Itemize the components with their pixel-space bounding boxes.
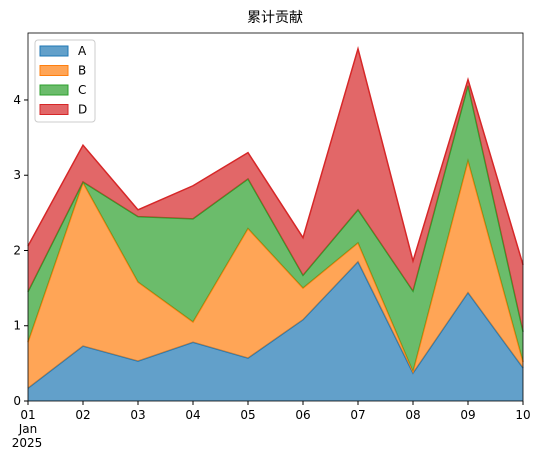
- plot-frame: [27, 32, 524, 402]
- legend-swatch: [39, 65, 69, 76]
- x-tick-label: 05: [240, 408, 255, 422]
- area-fill: [28, 48, 523, 332]
- x-month-label: Jan: [18, 422, 38, 436]
- y-tick-label: 1: [13, 319, 21, 333]
- area-line: [27, 45, 524, 266]
- chart-title: 累计贡献: [247, 10, 303, 26]
- x-tick-label: 08: [405, 408, 420, 422]
- y-tick-label: 3: [13, 168, 21, 182]
- y-tick-label: 2: [13, 243, 21, 257]
- legend-label: D: [78, 103, 87, 117]
- x-tick-label: 07: [350, 408, 365, 422]
- legend-swatch: [39, 104, 69, 115]
- x-tick-label: 03: [130, 408, 145, 422]
- x-tick-label: 04: [185, 408, 200, 422]
- x-tick-label: 10: [515, 408, 530, 422]
- legend-label: B: [78, 64, 86, 78]
- x-tick-label: 01: [20, 408, 35, 422]
- legend-swatch: [39, 84, 69, 96]
- legend-label: A: [78, 44, 87, 58]
- y-tick-label: 0: [13, 394, 21, 408]
- y-tick-label: 4: [13, 93, 21, 107]
- x-year-label: 2025: [12, 436, 43, 450]
- legend-swatch: [39, 45, 69, 57]
- legend-box: [34, 39, 96, 123]
- x-tick-label: 09: [460, 408, 475, 422]
- x-tick-label: 06: [295, 408, 310, 422]
- legend-label: C: [78, 83, 86, 97]
- area-fill: [28, 160, 523, 389]
- area-fill: [28, 261, 523, 401]
- x-tick-label: 02: [75, 408, 90, 422]
